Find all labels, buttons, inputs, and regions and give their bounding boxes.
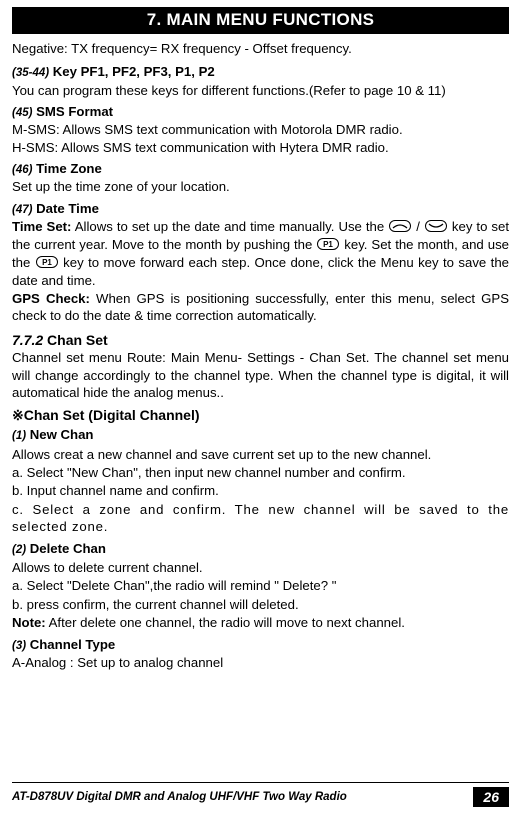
sec-45: (45) SMS Format M-SMS: Allows SMS text c… — [12, 103, 509, 156]
sec-772: 7.7.2 Chan Set Channel set menu Route: M… — [12, 331, 509, 402]
sec-2-a: a. Select "Delete Chan",the radio will r… — [12, 577, 509, 594]
timeset-label: Time Set: — [12, 219, 71, 234]
sec-num: (46) — [12, 164, 32, 176]
sec-47-timeset: Time Set: Allows to set up the date and … — [12, 218, 509, 290]
sec-47: (47) Date Time Time Set: Allows to set u… — [12, 200, 509, 325]
timeset-d: key to move forward each step. Once done… — [12, 255, 509, 288]
svg-text:P1: P1 — [323, 240, 333, 249]
sec-45-line1: M-SMS: Allows SMS text communication wit… — [12, 121, 509, 138]
up-key-icon — [389, 219, 411, 236]
p1-key-icon: P1 — [317, 237, 339, 254]
sec-title: SMS Format — [32, 104, 113, 119]
sec-num: (3) — [12, 640, 26, 652]
sec-title: Channel Type — [26, 637, 115, 652]
sec-num: 7.7.2 — [12, 332, 43, 348]
sec-3: (3) Channel Type A-Analog : Set up to an… — [12, 636, 509, 672]
down-key-icon — [425, 219, 447, 236]
section-header: 7. MAIN MENU FUNCTIONS — [12, 7, 509, 34]
p1-key-icon: P1 — [36, 255, 58, 272]
gps-label: GPS Check: — [12, 291, 90, 306]
sec-45-line2: H-SMS: Allows SMS text communication wit… — [12, 139, 509, 156]
note-label: Note: — [12, 615, 46, 630]
sec-47-gps: GPS Check: When GPS is positioning succe… — [12, 290, 509, 325]
svg-text:P1: P1 — [42, 258, 52, 267]
sec-num: (1) — [12, 430, 26, 442]
sec-35-44: (35-44) Key PF1, PF2, PF3, P1, P2 You ca… — [12, 63, 509, 99]
sec-num: (45) — [12, 107, 32, 119]
sec-num: (2) — [12, 544, 26, 556]
sec-num: (35-44) — [12, 67, 49, 79]
sec-title: Date Time — [32, 201, 98, 216]
sec-title: Chan Set — [43, 332, 108, 348]
sec-2-line0: Allows to delete current channel. — [12, 559, 509, 576]
sec-2: (2) Delete Chan Allows to delete current… — [12, 540, 509, 632]
timeset-a: Allows to set up the date and time manua… — [71, 219, 388, 234]
sec-3-text: A-Analog : Set up to analog channel — [12, 654, 509, 671]
sec-46: (46) Time Zone Set up the time zone of y… — [12, 160, 509, 196]
sec-title: New Chan — [26, 427, 93, 442]
intro-negative-line: Negative: TX frequency= RX frequency - O… — [12, 40, 509, 57]
note-text: After delete one channel, the radio will… — [46, 615, 405, 630]
footer-model: AT-D878UV Digital DMR and Analog UHF/VHF… — [12, 791, 347, 803]
sec-1-b: b. Input channel name and confirm. — [12, 482, 509, 499]
sec-text: You can program these keys for different… — [12, 82, 509, 99]
sec-title: Time Zone — [32, 161, 101, 176]
sec-2-note: Note: After delete one channel, the radi… — [12, 614, 509, 631]
sec-1: (1) New Chan Allows creat a new channel … — [12, 426, 509, 535]
sec-1-a: a. Select "New Chan", then input new cha… — [12, 464, 509, 481]
sec-title: Delete Chan — [26, 541, 106, 556]
sec-text: Set up the time zone of your location. — [12, 178, 509, 195]
sec-title: Key PF1, PF2, PF3, P1, P2 — [49, 64, 215, 79]
chanset-digital-heading: ※Chan Set (Digital Channel) — [12, 407, 509, 424]
sec-1-line0: Allows creat a new channel and save curr… — [12, 446, 509, 463]
sec-772-text: Channel set menu Route: Main Menu- Setti… — [12, 349, 509, 401]
slash: / — [412, 219, 424, 234]
sec-2-b: b. press confirm, the current channel wi… — [12, 596, 509, 613]
page-number: 26 — [473, 787, 509, 807]
page-footer: AT-D878UV Digital DMR and Analog UHF/VHF… — [12, 782, 509, 807]
sec-num: (47) — [12, 204, 32, 216]
sec-1-c: c. Select a zone and confirm. The new ch… — [12, 501, 509, 536]
